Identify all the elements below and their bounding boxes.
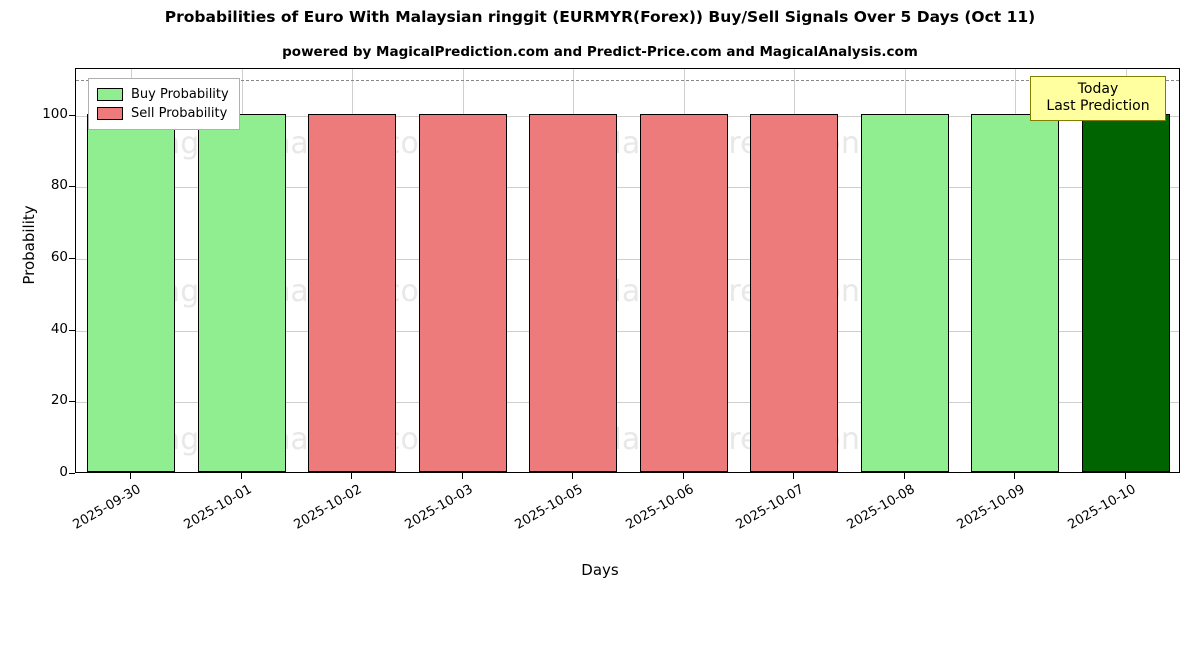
- bar-2025-10-03: [418, 113, 507, 472]
- legend-label-sell: Sell Probability: [131, 106, 228, 121]
- bar-2025-10-05: [529, 113, 618, 472]
- watermark-text: MagicalAnalysis.com: [136, 422, 449, 457]
- y-tickmark: [69, 329, 75, 331]
- x-tickmark: [1124, 473, 1126, 479]
- x-tickmark: [903, 473, 905, 479]
- legend-label-buy: Buy Probability: [131, 87, 229, 102]
- bar-2025-10-01: [197, 113, 286, 472]
- y-tick-label: 0: [59, 464, 68, 480]
- bar-2025-10-09: [971, 113, 1060, 472]
- y-tickmark: [69, 401, 75, 403]
- watermark-text: MagicalAnalysis.com: [136, 274, 449, 309]
- y-tickmark: [69, 186, 75, 188]
- gridline: [76, 330, 1179, 332]
- gridline: [76, 187, 1179, 189]
- plot-area: MagicalAnalysis.com MagicalPrediction.co…: [75, 68, 1180, 473]
- gridline: [76, 258, 1179, 260]
- bar-2025-09-30: [87, 113, 176, 472]
- chart-title: Probabilities of Euro With Malaysian rin…: [164, 8, 1036, 26]
- bar-2025-10-10: [1081, 113, 1170, 472]
- y-tick-label: 60: [50, 248, 68, 265]
- y-tick-label: 40: [50, 320, 68, 337]
- bar-2025-10-06: [639, 113, 728, 472]
- x-tickmark: [793, 473, 795, 479]
- x-tickmark: [572, 473, 574, 479]
- today-annotation-line1: Today: [1077, 81, 1119, 97]
- reference-line-dash: [76, 79, 1179, 81]
- x-tickmark: [351, 473, 353, 479]
- x-tickmark: [130, 473, 132, 479]
- x-tickmark: [1014, 473, 1016, 479]
- x-tickmark: [240, 473, 242, 479]
- legend-item-sell: Sell Probability: [97, 104, 229, 123]
- y-tick-label: 20: [50, 392, 68, 409]
- chart-container: Probabilities of Euro With Malaysian rin…: [0, 8, 1180, 579]
- y-tick-label: 100: [42, 105, 68, 122]
- y-tickmark: [69, 473, 75, 474]
- legend: Buy Probability Sell Probability: [88, 78, 240, 130]
- y-tickmark: [69, 257, 75, 259]
- watermark-text: MagicalAnalysis.com: [136, 126, 449, 161]
- y-tick-label: 80: [50, 177, 68, 194]
- legend-swatch-sell: [97, 107, 123, 120]
- legend-swatch-buy: [97, 88, 123, 101]
- chart-subtitle: powered by MagicalPrediction.com and Pre…: [282, 44, 918, 60]
- x-tickmark: [682, 473, 684, 479]
- today-annotation-line2: Last Prediction: [1046, 98, 1150, 114]
- bar-2025-10-07: [750, 113, 839, 472]
- y-axis-title: Probability: [20, 205, 38, 285]
- gridline: [76, 402, 1179, 404]
- today-annotation: Today Last Prediction: [1030, 76, 1166, 121]
- x-axis-title: Days: [581, 561, 619, 579]
- bar-2025-10-02: [308, 113, 397, 472]
- y-axis-ticks: 0 20 40 60 80 100: [0, 68, 68, 480]
- bar-2025-10-08: [860, 113, 949, 472]
- gridline: [76, 115, 1179, 117]
- legend-item-buy: Buy Probability: [97, 85, 229, 104]
- y-tickmark: [69, 114, 75, 116]
- x-tickmark: [461, 473, 463, 479]
